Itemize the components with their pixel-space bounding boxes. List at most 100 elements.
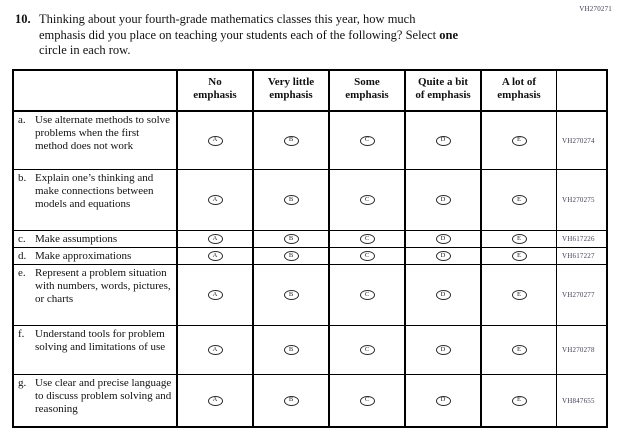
answer-oval-quite-a-bit[interactable]: D — [435, 234, 451, 244]
row-code-text: VH270274 — [562, 136, 595, 145]
row-code: VH617227 — [556, 248, 606, 264]
answer-oval-quite-a-bit[interactable]: D — [435, 395, 451, 406]
answer-oval-some[interactable]: C — [359, 395, 375, 406]
row-text: Use alternate methods to solve problems … — [35, 114, 171, 153]
answer-oval-quite-a-bit[interactable]: D — [435, 195, 451, 205]
answer-oval-a-lot[interactable]: E — [511, 290, 527, 300]
answer-oval-very-little[interactable]: B — [283, 234, 299, 244]
answer-oval-no-emphasis[interactable]: A — [207, 135, 223, 146]
question: 10. Thinking about your fourth-grade mat… — [15, 12, 539, 59]
answer-oval-some[interactable]: C — [359, 135, 375, 146]
option-cell: C — [328, 231, 404, 247]
table-row-f: f. Understand tools for problem solving … — [14, 325, 606, 374]
table-row-e: e. Represent a problem situation with nu… — [14, 264, 606, 325]
oval-letter: B — [288, 234, 294, 242]
oval-letter: E — [517, 345, 521, 353]
option-cell: A — [176, 112, 252, 169]
oval-letter: A — [212, 136, 218, 144]
header-line: No — [208, 76, 222, 88]
answer-oval-very-little[interactable]: B — [283, 395, 299, 406]
answer-oval-some[interactable]: C — [359, 345, 375, 355]
question-number: 10. — [15, 12, 31, 26]
answer-oval-quite-a-bit[interactable]: D — [435, 135, 451, 146]
column-header-a-lot: A lot of emphasis — [480, 71, 556, 110]
row-code: VH270277 — [556, 265, 606, 325]
answer-oval-some[interactable]: C — [359, 251, 375, 261]
answer-oval-a-lot[interactable]: E — [511, 395, 527, 406]
row-code-text: VH617226 — [562, 235, 595, 243]
answer-oval-quite-a-bit[interactable]: D — [435, 290, 451, 300]
oval-letter: D — [440, 234, 446, 242]
header-line: emphasis — [497, 88, 541, 101]
row-label: d. Make approximations — [14, 248, 176, 264]
header-line: of emphasis — [415, 88, 471, 101]
option-cell: B — [252, 265, 328, 325]
option-cell: D — [404, 326, 480, 374]
oval-letter: C — [364, 234, 370, 242]
oval-letter: A — [212, 251, 218, 259]
oval-letter: C — [364, 290, 370, 298]
option-cell: E — [480, 248, 556, 264]
oval-letter: B — [288, 251, 294, 259]
oval-letter: D — [440, 396, 446, 404]
option-cell: D — [404, 112, 480, 169]
answer-oval-no-emphasis[interactable]: A — [207, 234, 223, 244]
oval-letter: D — [440, 290, 446, 298]
option-cell: B — [252, 326, 328, 374]
answer-oval-some[interactable]: C — [359, 234, 375, 244]
oval-letter: C — [364, 136, 370, 144]
question-bold-word: one — [439, 27, 458, 42]
answer-oval-quite-a-bit[interactable]: D — [435, 345, 451, 355]
row-code-text: VH270277 — [562, 291, 595, 299]
answer-oval-a-lot[interactable]: E — [511, 195, 527, 205]
column-header-very-little: Very little emphasis — [252, 71, 328, 110]
row-code-text: VH617227 — [562, 252, 595, 260]
row-code: VH270275 — [556, 170, 606, 230]
option-cell: D — [404, 231, 480, 247]
answer-oval-very-little[interactable]: B — [283, 290, 299, 300]
row-label: f. Understand tools for problem solving … — [14, 326, 176, 374]
row-text: Make assumptions — [35, 233, 118, 245]
emphasis-table: No emphasis Very little emphasis Some em… — [12, 69, 608, 428]
answer-oval-no-emphasis[interactable]: A — [207, 395, 223, 406]
table-row-b: b. Explain one’s thinking and make conne… — [14, 169, 606, 230]
row-code-text: VH847655 — [562, 396, 595, 405]
option-cell: E — [480, 112, 556, 169]
answer-oval-a-lot[interactable]: E — [511, 345, 527, 355]
oval-letter: B — [288, 345, 294, 353]
header-line: A lot of — [501, 76, 537, 88]
answer-oval-a-lot[interactable]: E — [511, 251, 527, 261]
answer-oval-no-emphasis[interactable]: A — [207, 290, 223, 300]
row-code: VH847655 — [556, 375, 606, 426]
oval-letter: D — [440, 195, 446, 203]
answer-oval-no-emphasis[interactable]: A — [207, 251, 223, 261]
row-text: Make approximations — [35, 250, 132, 262]
row-label: b. Explain one’s thinking and make conne… — [14, 170, 176, 230]
table-row-a: a. Use alternate methods to solve proble… — [14, 110, 606, 169]
answer-oval-some[interactable]: C — [359, 195, 375, 205]
answer-oval-very-little[interactable]: B — [283, 345, 299, 355]
row-label: c. Make assumptions — [14, 231, 176, 247]
row-code: VH270274 — [556, 112, 606, 169]
answer-oval-some[interactable]: C — [359, 290, 375, 300]
oval-letter: A — [212, 396, 218, 404]
option-cell: A — [176, 375, 252, 426]
answer-oval-quite-a-bit[interactable]: D — [435, 251, 451, 261]
answer-oval-a-lot[interactable]: E — [511, 234, 527, 244]
row-label: e. Represent a problem situation with nu… — [14, 265, 176, 325]
answer-oval-no-emphasis[interactable]: A — [207, 345, 223, 355]
answer-oval-no-emphasis[interactable]: A — [207, 195, 223, 205]
option-cell: D — [404, 248, 480, 264]
option-cell: D — [404, 265, 480, 325]
oval-letter: C — [364, 251, 370, 259]
row-letter: g. — [18, 377, 27, 389]
answer-oval-very-little[interactable]: B — [283, 251, 299, 261]
row-code: VH270278 — [556, 326, 606, 374]
answer-oval-very-little[interactable]: B — [283, 135, 299, 146]
option-cell: C — [328, 112, 404, 169]
option-cell: B — [252, 375, 328, 426]
answer-oval-very-little[interactable]: B — [283, 195, 299, 205]
row-letter: c. — [18, 233, 26, 245]
question-line: circle in each row. — [39, 43, 539, 59]
answer-oval-a-lot[interactable]: E — [511, 135, 527, 146]
